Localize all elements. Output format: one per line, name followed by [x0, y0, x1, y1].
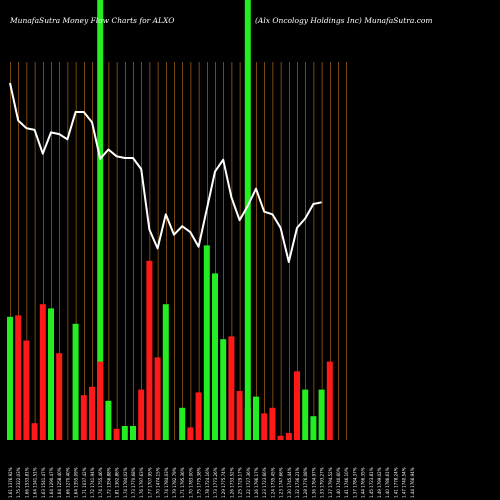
chart-header-left: MunafaSutra Money Flow Charts for ALXO: [9, 16, 174, 25]
volume-bar: [97, 361, 104, 440]
volume-bar: [310, 416, 317, 440]
x-tick-labels: 1.61 1376.92% 1.75 2322.03% 1.66 1533.81% 1…: [8, 467, 415, 498]
volume-bar: [80, 395, 87, 440]
x-tick-label: 1.28 1776.08%: [303, 467, 308, 498]
x-tick-label: 1.75 2322.03%: [16, 467, 21, 498]
volume-bar: [277, 435, 284, 440]
volume-bar: [31, 423, 38, 440]
x-tick-label: 1.71 1795.36%: [180, 467, 185, 498]
x-tick-label: 1.40 1786.61%: [385, 467, 390, 498]
chart-header-right: (Alx Oncology Holdings Inc) MunafaSutra.…: [255, 16, 433, 25]
x-tick-label: 1.73 1770.68%: [131, 467, 136, 498]
x-tick-label: 1.66 1533.81%: [24, 467, 29, 498]
volume-bar: [130, 426, 136, 440]
x-tick-label: 1.23 1723.66%: [262, 467, 267, 498]
volume-bar: [212, 273, 218, 440]
x-tick-label: 1.22 1727.36%: [246, 467, 251, 498]
x-tick-label: 1.76 1797.63%: [139, 467, 144, 498]
x-tick-label: 1.23 1747.66%: [279, 467, 284, 498]
x-tick-label: 1.41 1778.24%: [393, 467, 398, 498]
x-tick-label: 1.75 1775.38%: [197, 467, 202, 498]
x-tick-label: 1.49 1799.02%: [377, 467, 382, 498]
x-tick-label: 1.72 1741.94%: [90, 467, 95, 498]
x-tick-label: 1.74 1755.46%: [98, 467, 103, 498]
price-line: [9, 82, 322, 263]
volume-bar: [285, 433, 292, 440]
volume-bar: [48, 308, 54, 440]
volume-bars: [7, 245, 333, 440]
price-line-layer: [9, 82, 322, 263]
volume-bar: [154, 357, 161, 440]
x-tick-label: 1.74 1784.03%: [164, 467, 169, 498]
volume-bar: [318, 389, 325, 440]
x-tick-label: 1.45 1723.81%: [369, 467, 374, 498]
volume-bar: [15, 315, 22, 440]
volume-bar: [203, 245, 210, 440]
x-tick-label: 1.77 1707.95%: [147, 467, 152, 498]
x-tick-label: 1.61 1376.92%: [8, 467, 13, 498]
x-tick-label: 1.44 1766.94%: [410, 467, 415, 498]
x-tick-label: 1.79 1782.79%: [172, 467, 177, 498]
highlight-column: [244, 0, 251, 440]
volume-bar: [326, 361, 333, 440]
volume-bar: [105, 400, 112, 440]
x-tick-label: 1.72 1356.88%: [106, 467, 111, 498]
x-tick-label: 1.44 1766.35%: [361, 467, 366, 498]
volume-bar: [187, 427, 194, 440]
volume-bar: [146, 260, 153, 440]
x-tick-label: 1.64 1258.40%: [57, 467, 62, 498]
x-tick-label: 1.25 1729.17%: [238, 467, 243, 498]
volume-bar: [195, 392, 202, 440]
x-tick-label: 1.66 1270.40%: [65, 467, 70, 498]
volume-bar: [269, 407, 276, 440]
x-tick-label: 1.64 1355.09%: [74, 467, 79, 498]
volume-bar: [261, 413, 268, 440]
volume-bar: [228, 336, 235, 440]
x-tick-label: 1.37 1794.52%: [328, 467, 333, 498]
x-tick-label: 1.29 1775.74%: [221, 467, 226, 498]
volume-bar: [236, 391, 243, 440]
x-tick-label: 1.41 1746.10%: [344, 467, 349, 498]
volume-bar: [7, 316, 13, 440]
x-tick-label: 1.30 1745.44%: [287, 467, 292, 498]
volume-bar: [138, 389, 145, 440]
x-tick-label: 1.71 1037.42%: [82, 467, 87, 498]
x-tick-label: 1.78 1724.16%: [205, 467, 210, 498]
volume-bar: [72, 323, 79, 440]
x-tick-label: 1.40 1740.60%: [336, 467, 341, 498]
x-tick-label: 1.64 1290.47%: [49, 467, 54, 498]
volume-bar: [302, 389, 309, 440]
x-tick-label: 1.24 1735.45%: [270, 467, 275, 498]
x-tick-label: 1.36 1764.97%: [311, 467, 316, 498]
highlight-columns: [97, 0, 251, 440]
volume-bar: [121, 426, 128, 440]
x-tick-label: 1.33 1793.27%: [320, 467, 325, 498]
volume-bar: [220, 339, 227, 440]
x-tick-label: 1.74 1784.02%: [123, 467, 128, 498]
x-tick-label: 1.70 1474.15%: [156, 467, 161, 498]
volume-bar: [162, 304, 169, 440]
volume-bar: [113, 428, 120, 440]
volume-bar: [23, 340, 30, 440]
x-tick-label: 1.26 1733.52%: [229, 467, 234, 498]
x-tick-label: 1.70 1783.00%: [188, 467, 193, 498]
volume-bar: [56, 353, 63, 440]
volume-bar: [244, 407, 251, 440]
x-tick-label: 1.81 1362.86%: [115, 467, 120, 498]
x-tick-label: 1.37 1784.37%: [352, 467, 357, 498]
volume-bar: [179, 407, 186, 440]
volume-bar: [89, 386, 95, 440]
x-tick-label: 1.63 1541.47%: [41, 467, 46, 498]
volume-bar: [39, 304, 46, 440]
highlight-column: [97, 0, 104, 440]
x-tick-label: 1.47 1740.54%: [402, 467, 407, 498]
x-tick-label: 1.73 1773.26%: [213, 467, 218, 498]
volume-bar: [294, 371, 300, 440]
x-tick-label: 1.64 1341.51%: [33, 467, 38, 498]
x-tick-label: 1.32 1736.21%: [295, 467, 300, 498]
volume-bar: [253, 396, 259, 440]
x-tick-label: 1.26 1796.17%: [254, 467, 259, 498]
